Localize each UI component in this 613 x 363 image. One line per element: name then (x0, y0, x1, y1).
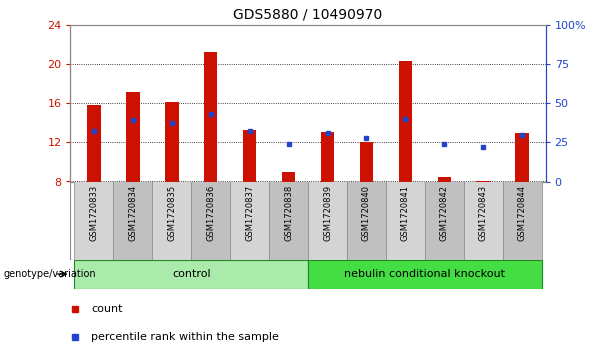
Bar (398, 61, 412, 182)
FancyBboxPatch shape (308, 260, 542, 289)
Bar (360, 142, 373, 182)
Text: nebulin conditional knockout: nebulin conditional knockout (345, 269, 505, 279)
Title: GDS5880 / 10490970: GDS5880 / 10490970 (234, 8, 383, 21)
Bar (243, 130, 256, 182)
Text: GSM1720835: GSM1720835 (167, 185, 177, 241)
Text: GSM1720833: GSM1720833 (89, 185, 98, 241)
FancyBboxPatch shape (386, 182, 425, 260)
FancyBboxPatch shape (230, 182, 269, 260)
Bar (282, 172, 295, 182)
Text: GSM1720837: GSM1720837 (245, 185, 254, 241)
Text: GSM1720838: GSM1720838 (284, 185, 293, 241)
FancyBboxPatch shape (269, 182, 308, 260)
Text: GSM1720839: GSM1720839 (323, 185, 332, 241)
Text: GSM1720841: GSM1720841 (401, 185, 410, 241)
Bar (321, 132, 334, 182)
Bar (204, 52, 218, 182)
Text: GSM1720840: GSM1720840 (362, 185, 371, 241)
FancyBboxPatch shape (152, 182, 191, 260)
FancyBboxPatch shape (425, 182, 464, 260)
FancyBboxPatch shape (464, 182, 503, 260)
Text: genotype/variation: genotype/variation (3, 269, 96, 279)
Text: GSM1720834: GSM1720834 (128, 185, 137, 241)
Text: percentile rank within the sample: percentile rank within the sample (91, 332, 279, 342)
FancyBboxPatch shape (113, 182, 152, 260)
Bar (516, 133, 529, 182)
FancyBboxPatch shape (308, 182, 347, 260)
FancyBboxPatch shape (503, 182, 542, 260)
Bar (126, 92, 140, 182)
Text: GSM1720836: GSM1720836 (206, 185, 215, 241)
FancyBboxPatch shape (74, 260, 308, 289)
Bar (165, 102, 178, 182)
Text: count: count (91, 305, 123, 314)
FancyBboxPatch shape (191, 182, 230, 260)
FancyBboxPatch shape (347, 182, 386, 260)
FancyBboxPatch shape (74, 182, 113, 260)
Text: GSM1720843: GSM1720843 (479, 185, 488, 241)
Bar (438, 177, 451, 182)
Text: control: control (172, 269, 210, 279)
Bar (476, 180, 490, 182)
Text: GSM1720842: GSM1720842 (440, 185, 449, 241)
Bar (87, 105, 101, 182)
Text: GSM1720844: GSM1720844 (518, 185, 527, 241)
